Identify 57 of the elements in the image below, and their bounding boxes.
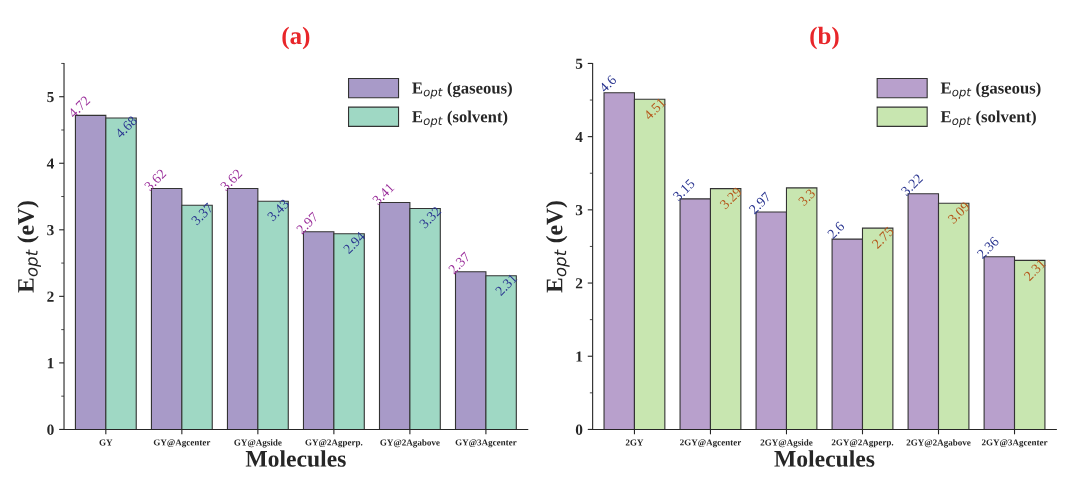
x-tick-label: GY@3Agcenter: [455, 439, 517, 448]
data-label: 3.62: [143, 168, 167, 192]
x-tick-label: GY: [99, 439, 113, 446]
data-label: 3.29: [719, 186, 743, 210]
x-axis-title: Molecules: [774, 450, 875, 467]
x-tick-label: GY@2Agperp.: [305, 439, 363, 448]
x-tick-label: 2GY@2Agperp.: [831, 439, 894, 448]
legend-label: E$_{opt}$ (solvent): [412, 110, 508, 128]
legend-label: E$_{opt}$ (solvent): [940, 110, 1036, 128]
y-tick-label: 4: [575, 131, 583, 142]
data-label: 3.09: [947, 201, 971, 225]
x-axis-title: Molecules: [245, 450, 346, 467]
data-label: 3.32: [418, 206, 442, 229]
chart-title: (a): [282, 26, 310, 50]
data-label: 2.94: [342, 230, 366, 255]
data-label: 2.6: [826, 221, 846, 240]
y-tick-label: 1: [576, 351, 583, 362]
y-tick-label: 3: [575, 205, 583, 216]
y-tick-label: 2: [47, 291, 54, 302]
y-axis-title: E$_{opt}$ (eV): [17, 201, 41, 293]
data-label: 3.41: [371, 182, 395, 206]
data-label: 4.6: [598, 74, 618, 94]
data-label: 3.3: [797, 188, 816, 207]
data-label: 3.15: [672, 178, 696, 202]
x-tick-label: 2GY@2Agabove: [906, 439, 971, 448]
x-tick-label: 2GY@3Agcenter: [981, 439, 1048, 448]
y-tick-label: 2: [575, 278, 583, 289]
chart-title: (b): [810, 26, 839, 50]
x-tick-label: 2GY@Agcenter: [680, 439, 742, 448]
data-label: 4.72: [67, 95, 91, 119]
data-label: 2.97: [295, 211, 319, 235]
legend-label: E$_{opt}$ (gaseous): [940, 81, 1041, 99]
data-label: 2.97: [748, 191, 772, 215]
y-tick-label: 4: [46, 158, 55, 169]
data-label: 2.31: [494, 273, 518, 297]
data-label: 2.75: [871, 226, 895, 250]
x-tick-label: GY@Agcenter: [153, 439, 211, 448]
x-tick-label: 2GY: [625, 439, 644, 446]
x-tick-label: GY@2Agabove: [380, 439, 440, 448]
y-tick-label: 0: [47, 424, 54, 435]
y-tick-label: 3: [47, 224, 54, 236]
y-tick-label: 1: [47, 358, 54, 369]
y-axis-title: E$_{opt}$ (eV): [545, 201, 570, 293]
y-tick-label: 5: [575, 58, 583, 69]
x-tick-label: 2GY@Agside: [760, 439, 813, 448]
data-label: 4.51: [643, 97, 667, 121]
data-label: 4.68: [114, 115, 138, 139]
data-label: 3.22: [900, 173, 924, 197]
data-label: 2.31: [1023, 258, 1047, 282]
data-label: 2.36: [976, 236, 1000, 260]
data-label: 3.43: [266, 198, 290, 222]
data-label: 3.37: [190, 202, 214, 226]
x-tick-label: GY@Agside: [234, 439, 282, 448]
y-tick-label: 5: [47, 92, 54, 103]
y-tick-label: 0: [575, 424, 583, 435]
data-label: 3.62: [219, 168, 243, 192]
legend-label: E$_{opt}$ (gaseous): [412, 81, 512, 99]
